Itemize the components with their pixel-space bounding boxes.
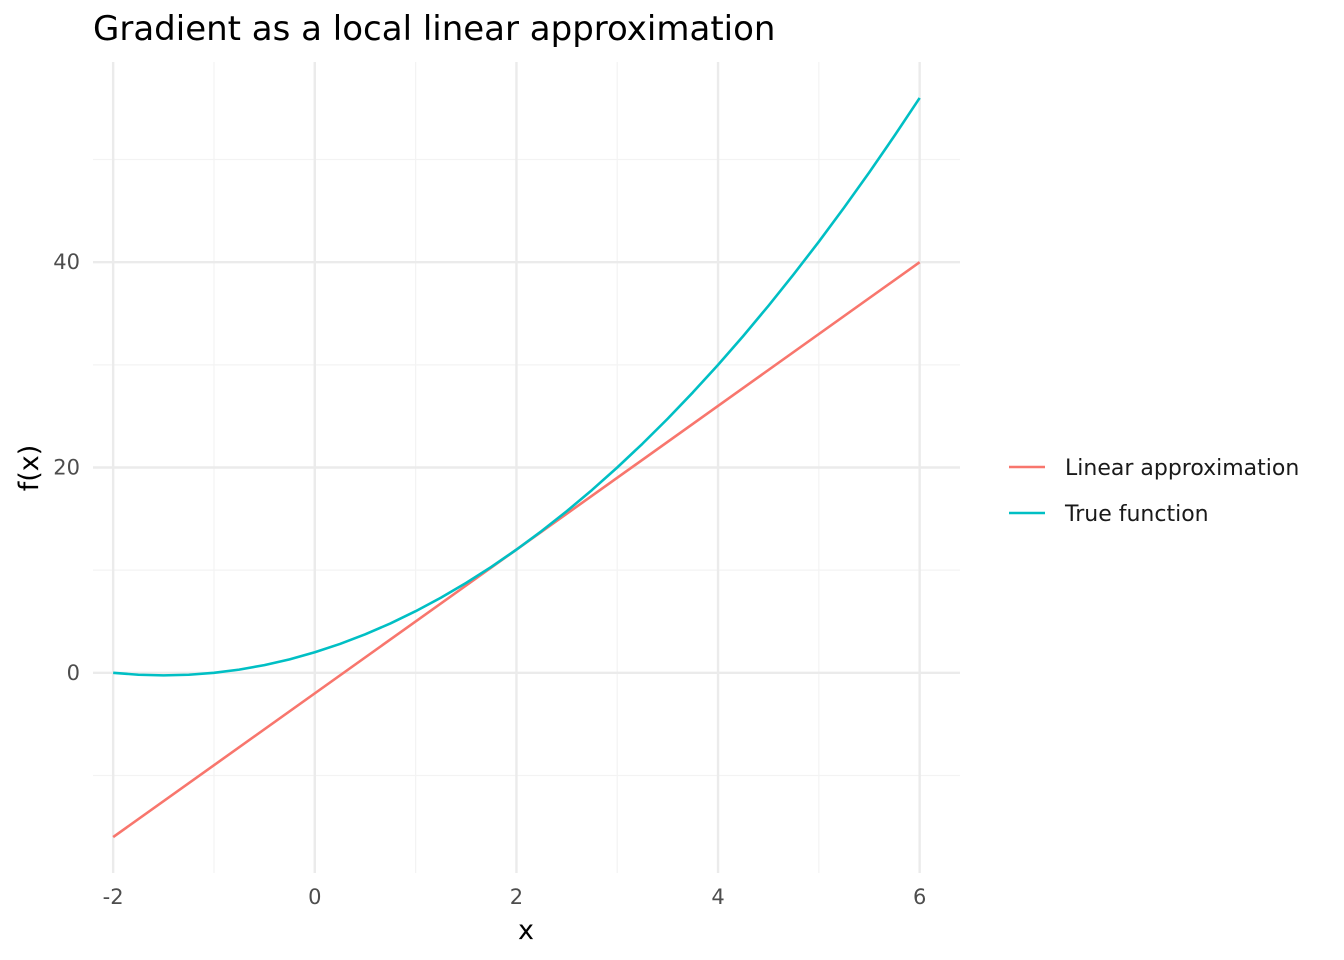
y-tick-label: 0 <box>67 661 80 685</box>
legend: Linear approximation True function <box>1009 456 1299 527</box>
series-line-true-function <box>113 97 921 677</box>
x-tick-label: -2 <box>103 885 124 909</box>
chart-title: Gradient as a local linear approximation <box>93 9 775 49</box>
x-tick-label: 2 <box>510 885 523 909</box>
legend-label-linear-approximation: Linear approximation <box>1065 456 1299 481</box>
x-tick-label: 6 <box>913 885 926 909</box>
tick-labels: -2 0 2 4 6 0 20 40 <box>53 250 926 909</box>
y-tick-label: 20 <box>53 456 80 480</box>
major-gridlines <box>93 62 960 873</box>
legend-label-true-function: True function <box>1064 502 1209 527</box>
y-tick-label: 40 <box>53 250 80 274</box>
series-lines <box>112 97 921 839</box>
y-axis-title: f(x) <box>14 445 45 492</box>
x-tick-label: 4 <box>711 885 724 909</box>
x-axis-title: x <box>518 915 534 946</box>
x-tick-label: 0 <box>308 885 321 909</box>
